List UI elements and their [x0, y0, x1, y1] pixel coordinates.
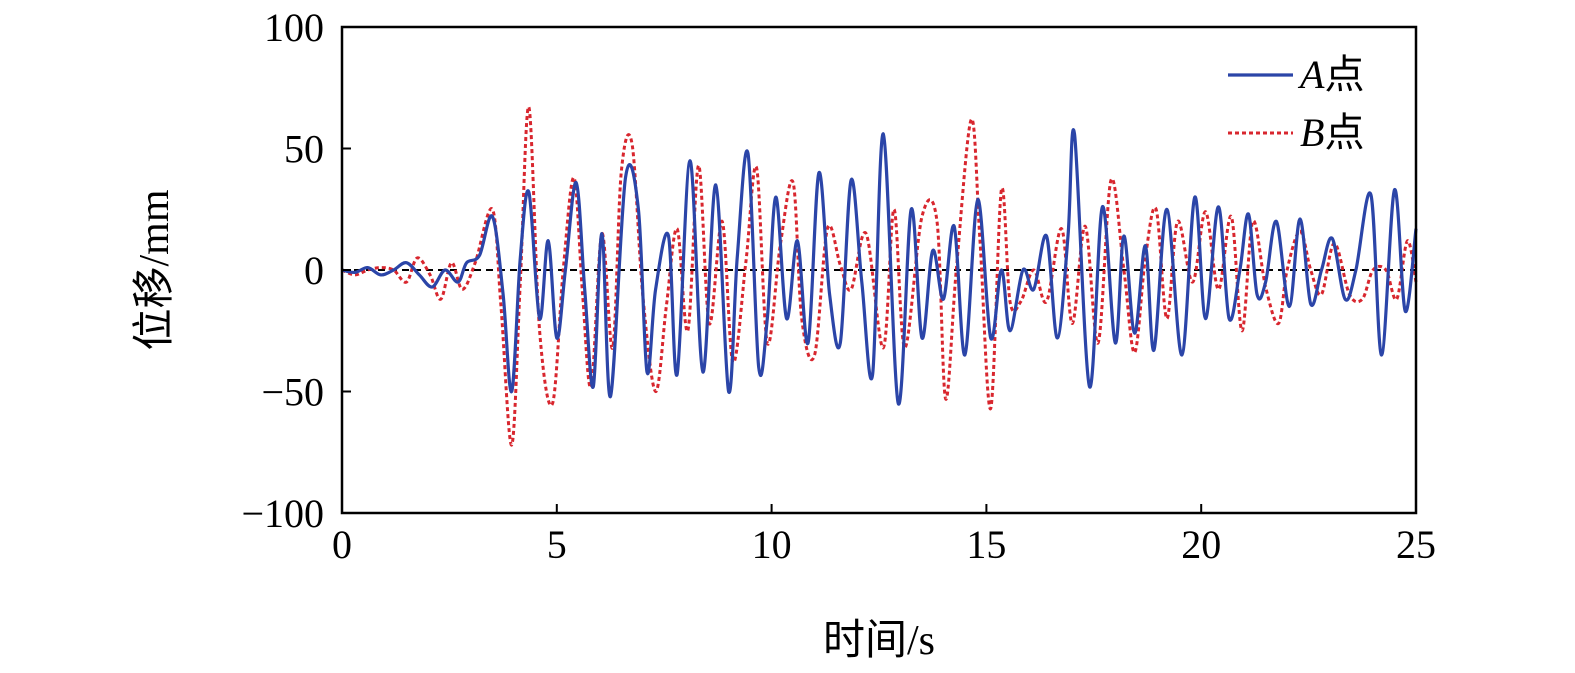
x-tick-label: 10 [752, 522, 792, 567]
x-tick-label: 0 [332, 522, 352, 567]
x-tick-label: 5 [547, 522, 567, 567]
series-line-a [341, 128, 1418, 406]
y-tick-label: 100 [264, 5, 324, 50]
y-tick-label: 50 [284, 127, 324, 172]
series-layer [341, 105, 1418, 447]
legend-label-b: B点 [1300, 110, 1364, 155]
x-axis-title: 时间/s [823, 618, 935, 664]
x-tick-label: 20 [1181, 522, 1221, 567]
y-axis-title: 位移/mm [131, 189, 178, 350]
y-tick-label: −100 [241, 491, 324, 536]
legend: A点 B点 [1228, 52, 1364, 155]
y-tick-label: 0 [304, 248, 324, 293]
y-tick-label: −50 [261, 370, 324, 415]
legend-label-a: A点 [1297, 52, 1364, 97]
x-tick-label: 15 [966, 522, 1006, 567]
x-tick-label: 25 [1396, 522, 1436, 567]
tick-layer: 0 5 10 15 20 25 −100 −50 0 50 100 [241, 5, 1436, 567]
